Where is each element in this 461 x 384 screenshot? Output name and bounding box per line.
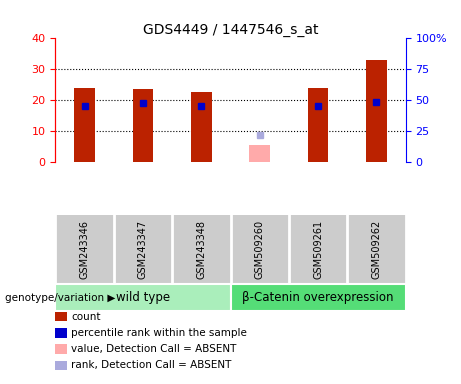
Text: wild type: wild type	[116, 291, 170, 304]
Bar	[55, 284, 230, 311]
Text: GSM243346: GSM243346	[79, 220, 89, 279]
Text: genotype/variation ▶: genotype/variation ▶	[5, 293, 115, 303]
Text: GSM509261: GSM509261	[313, 220, 323, 279]
Bar	[308, 88, 328, 162]
Bar	[249, 145, 270, 162]
Text: GSM509260: GSM509260	[254, 220, 265, 279]
Text: β-Catenin overexpression: β-Catenin overexpression	[242, 291, 394, 304]
Text: count: count	[71, 312, 101, 322]
Text: GSM509262: GSM509262	[372, 220, 382, 279]
Text: rank, Detection Call = ABSENT: rank, Detection Call = ABSENT	[71, 360, 232, 370]
Bar	[366, 60, 387, 162]
Bar	[191, 93, 212, 162]
Text: GSM243347: GSM243347	[138, 220, 148, 279]
Bar	[230, 284, 406, 311]
Bar	[133, 89, 153, 162]
Text: percentile rank within the sample: percentile rank within the sample	[71, 328, 248, 338]
Text: GSM243348: GSM243348	[196, 220, 207, 279]
Bar	[74, 88, 95, 162]
Text: value, Detection Call = ABSENT: value, Detection Call = ABSENT	[71, 344, 237, 354]
Title: GDS4449 / 1447546_s_at: GDS4449 / 1447546_s_at	[143, 23, 318, 37]
